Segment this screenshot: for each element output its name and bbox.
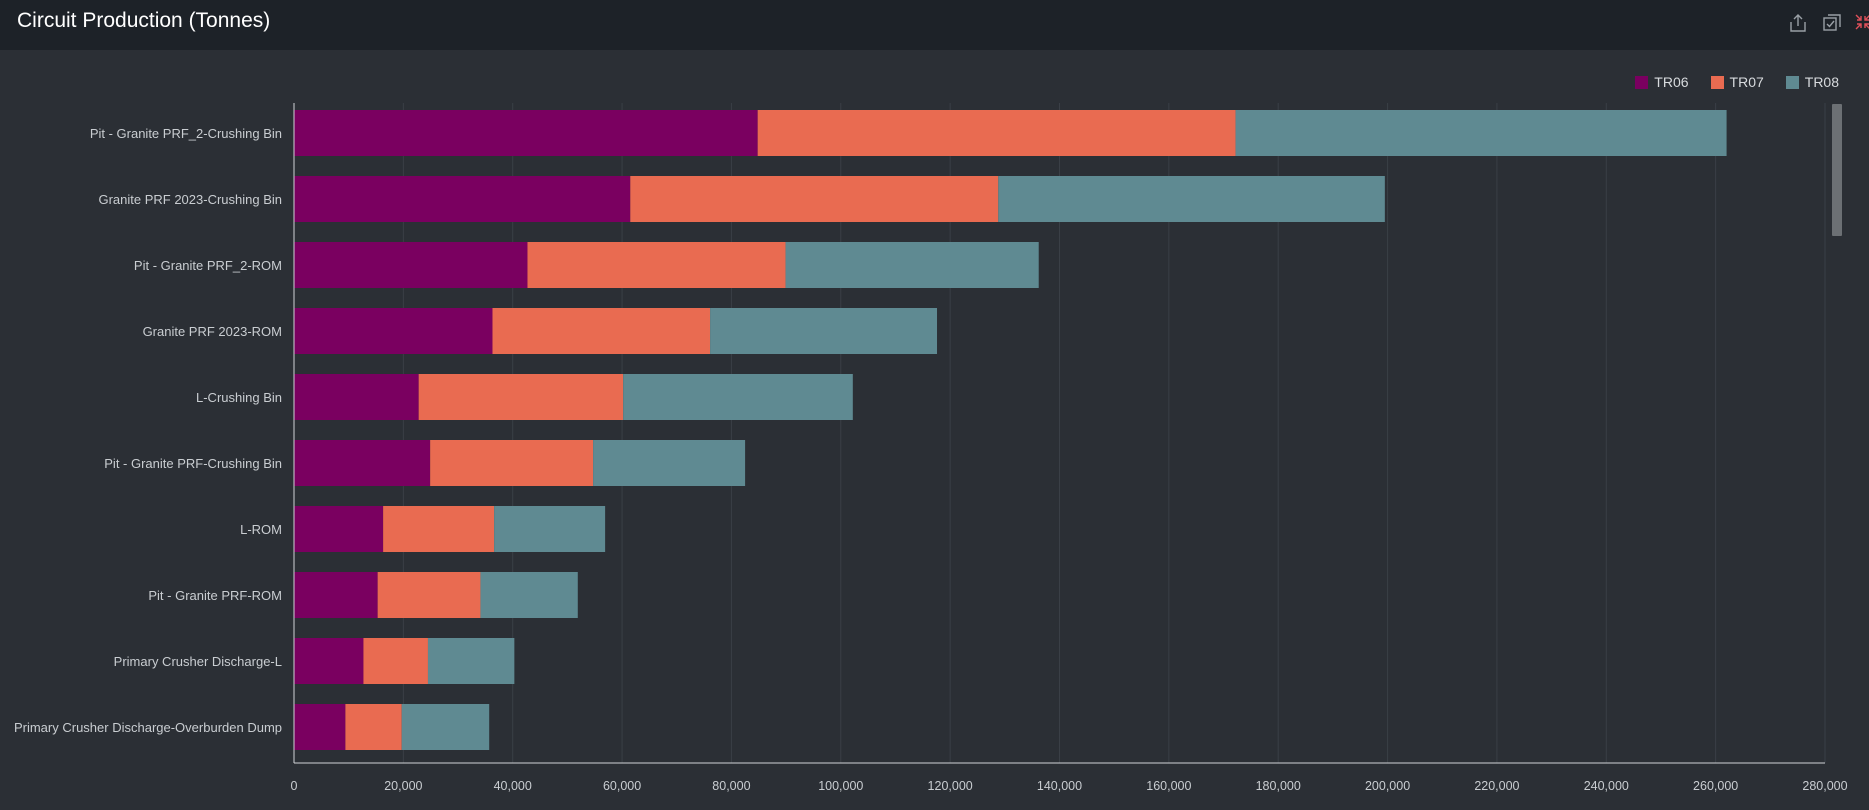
legend-item-tr07[interactable]: TR07 — [1710, 74, 1764, 90]
bar-tr06[interactable] — [294, 176, 631, 222]
bar-tr07[interactable] — [527, 242, 786, 288]
bar-tr07[interactable] — [430, 440, 594, 486]
y-tick-label: Pit - Granite PRF-ROM — [148, 588, 282, 603]
x-tick-label: 40,000 — [494, 779, 532, 793]
bar-tr08[interactable] — [623, 374, 853, 420]
bar-tr06[interactable] — [294, 638, 364, 684]
legend-swatch-tr06 — [1635, 75, 1649, 89]
bar-tr07[interactable] — [363, 638, 428, 684]
stacked-bar-chart: Pit - Granite PRF_2-Crushing Bin Granite … — [14, 103, 1848, 793]
x-tick-label: 100,000 — [818, 779, 863, 793]
bar-tr08[interactable] — [401, 704, 490, 750]
bar-tr06[interactable] — [294, 308, 493, 354]
copy-button[interactable] — [1821, 12, 1843, 34]
legend-label-tr06: TR06 — [1654, 74, 1689, 90]
bar-tr08[interactable] — [785, 242, 1039, 288]
bar-tr06[interactable] — [294, 506, 384, 552]
minimize-icon — [1855, 14, 1869, 30]
x-tick-label: 240,000 — [1584, 779, 1629, 793]
bar-tr06[interactable] — [294, 374, 419, 420]
x-tick-label: 0 — [291, 779, 298, 793]
bar-tr07[interactable] — [630, 176, 999, 222]
bar-tr06[interactable] — [294, 704, 346, 750]
x-tick-label: 140,000 — [1037, 779, 1082, 793]
export-icon — [1790, 14, 1806, 32]
bar-tr08[interactable] — [494, 506, 606, 552]
x-tick-label: 160,000 — [1146, 779, 1191, 793]
y-tick-label: L-Crushing Bin — [196, 390, 282, 405]
bar-tr08[interactable] — [998, 176, 1385, 222]
legend-label-tr07: TR07 — [1729, 74, 1764, 90]
x-tick-label: 220,000 — [1474, 779, 1519, 793]
y-tick-label: Pit - Granite PRF_2-Crushing Bin — [90, 126, 282, 141]
bar-tr07[interactable] — [377, 572, 481, 618]
legend-swatch-tr08 — [1785, 75, 1799, 89]
bar-tr06[interactable] — [294, 572, 378, 618]
legend-item-tr06[interactable]: TR06 — [1635, 74, 1689, 90]
chart-legend: TR06 TR07 TR08 — [1613, 74, 1839, 90]
bar-tr08[interactable] — [710, 308, 938, 354]
x-tick-label: 260,000 — [1693, 779, 1738, 793]
copy-icon — [1823, 14, 1841, 31]
x-tick-label: 60,000 — [603, 779, 641, 793]
panel-header: Circuit Production (Tonnes) — [0, 0, 1869, 50]
bar-tr08[interactable] — [1235, 110, 1727, 156]
x-tick-label: 20,000 — [384, 779, 422, 793]
bar-tr08[interactable] — [593, 440, 746, 486]
y-tick-label: Granite PRF 2023-ROM — [143, 324, 282, 339]
x-tick-label: 80,000 — [712, 779, 750, 793]
bar-tr07[interactable] — [757, 110, 1236, 156]
y-tick-label: Pit - Granite PRF_2-ROM — [134, 258, 282, 273]
bar-tr08[interactable] — [427, 638, 515, 684]
y-tick-label: Primary Crusher Discharge-L — [114, 654, 282, 669]
bar-tr08[interactable] — [480, 572, 578, 618]
page-title: Circuit Production (Tonnes) — [17, 9, 271, 32]
minimize-button[interactable] — [1853, 12, 1869, 34]
bar-tr06[interactable] — [294, 242, 528, 288]
chart-scrollbar[interactable] — [1832, 104, 1842, 236]
y-tick-label: Granite PRF 2023-Crushing Bin — [98, 192, 282, 207]
legend-swatch-tr07 — [1710, 75, 1724, 89]
x-tick-label: 180,000 — [1256, 779, 1301, 793]
x-tick-label: 200,000 — [1365, 779, 1410, 793]
bar-tr06[interactable] — [294, 110, 758, 156]
bar-tr07[interactable] — [345, 704, 402, 750]
x-tick-label: 120,000 — [928, 779, 973, 793]
export-button[interactable] — [1787, 12, 1809, 34]
y-tick-label: L-ROM — [240, 522, 282, 537]
y-tick-label: Primary Crusher Discharge-Overburden Dum… — [14, 720, 282, 735]
bar-tr06[interactable] — [294, 440, 431, 486]
x-tick-label: 280,000 — [1802, 779, 1847, 793]
y-tick-label: Pit - Granite PRF-Crushing Bin — [104, 456, 282, 471]
legend-item-tr08[interactable]: TR08 — [1785, 74, 1839, 90]
bar-tr07[interactable] — [383, 506, 495, 552]
legend-label-tr08: TR08 — [1804, 74, 1839, 90]
bar-tr07[interactable] — [492, 308, 711, 354]
bar-tr07[interactable] — [418, 374, 624, 420]
